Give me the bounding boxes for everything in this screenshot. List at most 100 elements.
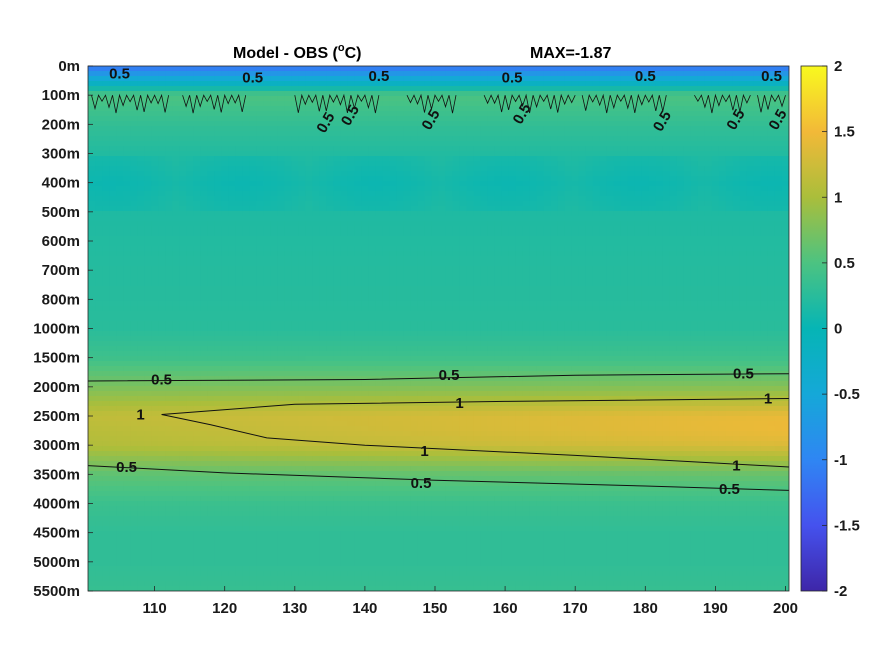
heatmap-cell — [704, 121, 713, 127]
heatmap-cell — [270, 286, 278, 292]
heatmap-cell — [298, 216, 306, 222]
heatmap-cell — [424, 201, 433, 207]
heatmap-cell — [683, 146, 692, 152]
heatmap-cell — [165, 196, 173, 202]
heatmap-cell — [466, 241, 475, 247]
heatmap-cell — [207, 266, 215, 272]
heatmap-cell — [739, 256, 748, 262]
heatmap-cell — [158, 311, 166, 317]
heatmap-cell — [389, 266, 398, 272]
heatmap-cell — [718, 286, 727, 292]
heatmap-cell — [564, 151, 573, 157]
heatmap-cell — [634, 146, 643, 152]
heatmap-cell — [641, 181, 650, 187]
heatmap-cell — [109, 186, 117, 192]
heatmap-cell — [361, 171, 369, 177]
heatmap-cell — [683, 101, 692, 107]
heatmap-cell — [389, 176, 398, 182]
heatmap-cell — [711, 161, 720, 167]
heatmap-cell — [151, 301, 159, 307]
heatmap-cell — [291, 66, 299, 72]
heatmap-cell — [228, 76, 236, 82]
heatmap-cell — [354, 186, 362, 192]
heatmap-cell — [298, 81, 306, 87]
heatmap-cell — [179, 271, 187, 277]
heatmap-cell — [627, 311, 636, 317]
heatmap-cell — [648, 211, 657, 217]
heatmap-cell — [333, 116, 341, 122]
heatmap-cell — [648, 91, 657, 97]
heatmap-cell — [753, 256, 762, 262]
heatmap-cell — [193, 101, 201, 107]
heatmap-cell — [746, 211, 755, 217]
heatmap-cell — [88, 101, 96, 107]
heatmap-cell — [137, 246, 145, 252]
heatmap-cell — [655, 301, 664, 307]
heatmap-cell — [389, 156, 398, 162]
heatmap-cell — [319, 96, 327, 102]
heatmap-cell — [179, 241, 187, 247]
heatmap-cell — [228, 241, 236, 247]
heatmap-cell — [109, 296, 117, 302]
heatmap-cell — [613, 191, 622, 197]
heatmap-cell — [207, 141, 215, 147]
heatmap-cell — [424, 76, 433, 82]
heatmap-cell — [746, 251, 755, 257]
heatmap-cell — [291, 306, 299, 312]
heatmap-cell — [452, 266, 461, 272]
heatmap-cell — [193, 311, 201, 317]
heatmap-cell — [613, 116, 622, 122]
heatmap-cell — [452, 276, 461, 282]
heatmap-cell — [235, 171, 243, 177]
heatmap-cell — [557, 86, 566, 92]
heatmap-cell — [613, 246, 622, 252]
heatmap-cell — [235, 306, 243, 312]
heatmap-cell — [214, 146, 222, 152]
heatmap-cell — [634, 286, 643, 292]
heatmap-cell — [298, 141, 306, 147]
heatmap-cell — [543, 206, 552, 212]
heatmap-cell — [375, 311, 384, 317]
heatmap-cell — [186, 146, 194, 152]
heatmap-cell — [95, 126, 103, 132]
heatmap-cell — [725, 126, 734, 132]
heatmap-cell — [102, 281, 110, 287]
heatmap-cell — [102, 76, 110, 82]
heatmap-cell — [781, 186, 789, 192]
heatmap-cell — [767, 146, 776, 152]
heatmap-cell — [438, 201, 447, 207]
heatmap-cell — [760, 211, 769, 217]
heatmap-cell — [312, 306, 320, 312]
heatmap-cell — [732, 286, 741, 292]
heatmap-cell — [417, 96, 426, 102]
heatmap-cell — [739, 81, 748, 87]
heatmap-cell — [396, 176, 405, 182]
heatmap-cell — [123, 86, 131, 92]
heatmap-cell — [634, 281, 643, 287]
heatmap-cell — [669, 241, 678, 247]
heatmap-cell — [697, 221, 706, 227]
heatmap-cell — [382, 191, 391, 197]
heatmap-cell — [249, 161, 257, 167]
heatmap-cell — [298, 246, 306, 252]
heatmap-cell — [578, 206, 587, 212]
heatmap-cell — [571, 136, 580, 142]
heatmap-cell — [501, 311, 510, 317]
heatmap-cell — [781, 246, 789, 252]
heatmap-cell — [564, 171, 573, 177]
heatmap-cell — [333, 136, 341, 142]
heatmap-cell — [529, 306, 538, 312]
heatmap-cell — [277, 196, 285, 202]
heatmap-cell — [291, 156, 299, 162]
heatmap-cell — [438, 276, 447, 282]
heatmap-cell — [354, 116, 362, 122]
heatmap-cell — [200, 196, 208, 202]
heatmap-cell — [116, 301, 124, 307]
heatmap-cell — [172, 311, 180, 317]
heatmap-cell — [298, 66, 306, 72]
heatmap-cell — [760, 291, 769, 297]
heatmap-cell — [214, 286, 222, 292]
heatmap-cell — [431, 121, 440, 127]
heatmap-cell — [480, 106, 489, 112]
heatmap-cell — [683, 121, 692, 127]
